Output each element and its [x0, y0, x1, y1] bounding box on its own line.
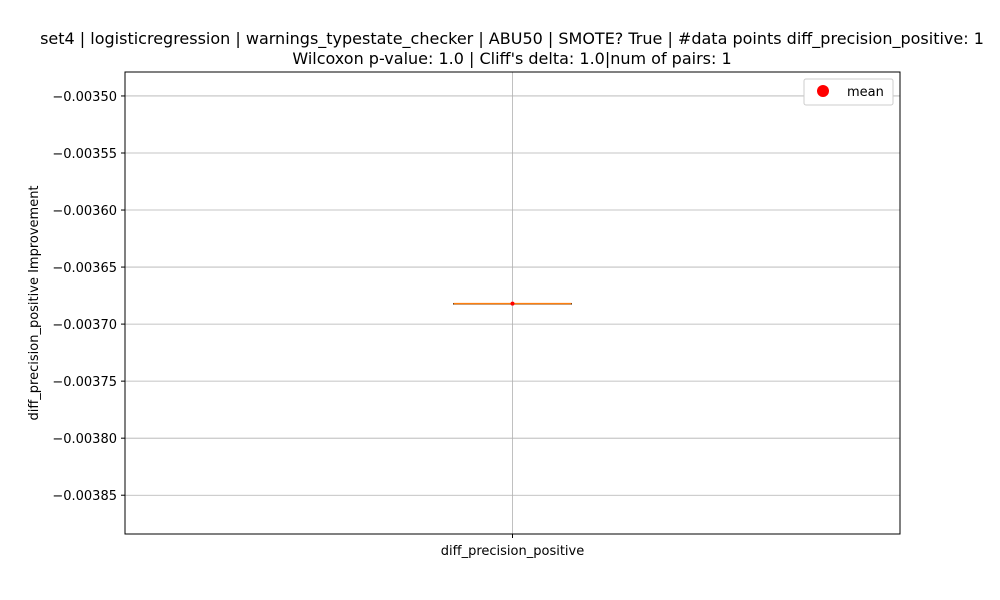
- mean-marker: [510, 301, 515, 306]
- y-tick-label: −0.00355: [52, 147, 117, 162]
- box-plots: [453, 301, 572, 306]
- y-tick-label: −0.00360: [52, 204, 117, 219]
- y-axis-label: diff_precision_positive Improvement: [27, 185, 42, 420]
- legend-mean-marker: [817, 85, 829, 97]
- x-ticks: diff_precision_positive: [441, 534, 584, 559]
- y-tick-label: −0.00385: [52, 489, 117, 504]
- y-tick-label: −0.00350: [52, 90, 117, 105]
- chart-title-line2: Wilcoxon p-value: 1.0 | Cliff's delta: 1…: [292, 49, 731, 68]
- x-tick-label: diff_precision_positive: [441, 544, 584, 559]
- legend: mean: [803, 78, 894, 106]
- legend-mean-label: mean: [847, 85, 884, 100]
- y-ticks: −0.00350 −0.00355 −0.00360 −0.00365 −0.00370…: [52, 90, 125, 504]
- y-tick-label: −0.00365: [52, 261, 117, 276]
- y-tick-label: −0.00380: [52, 432, 117, 447]
- chart-title-line1: set4 | logisticregression | warnings_typ…: [40, 29, 984, 49]
- y-tick-label: −0.00370: [52, 318, 117, 333]
- y-tick-label: −0.00375: [52, 375, 117, 390]
- legend-box: [803, 78, 894, 106]
